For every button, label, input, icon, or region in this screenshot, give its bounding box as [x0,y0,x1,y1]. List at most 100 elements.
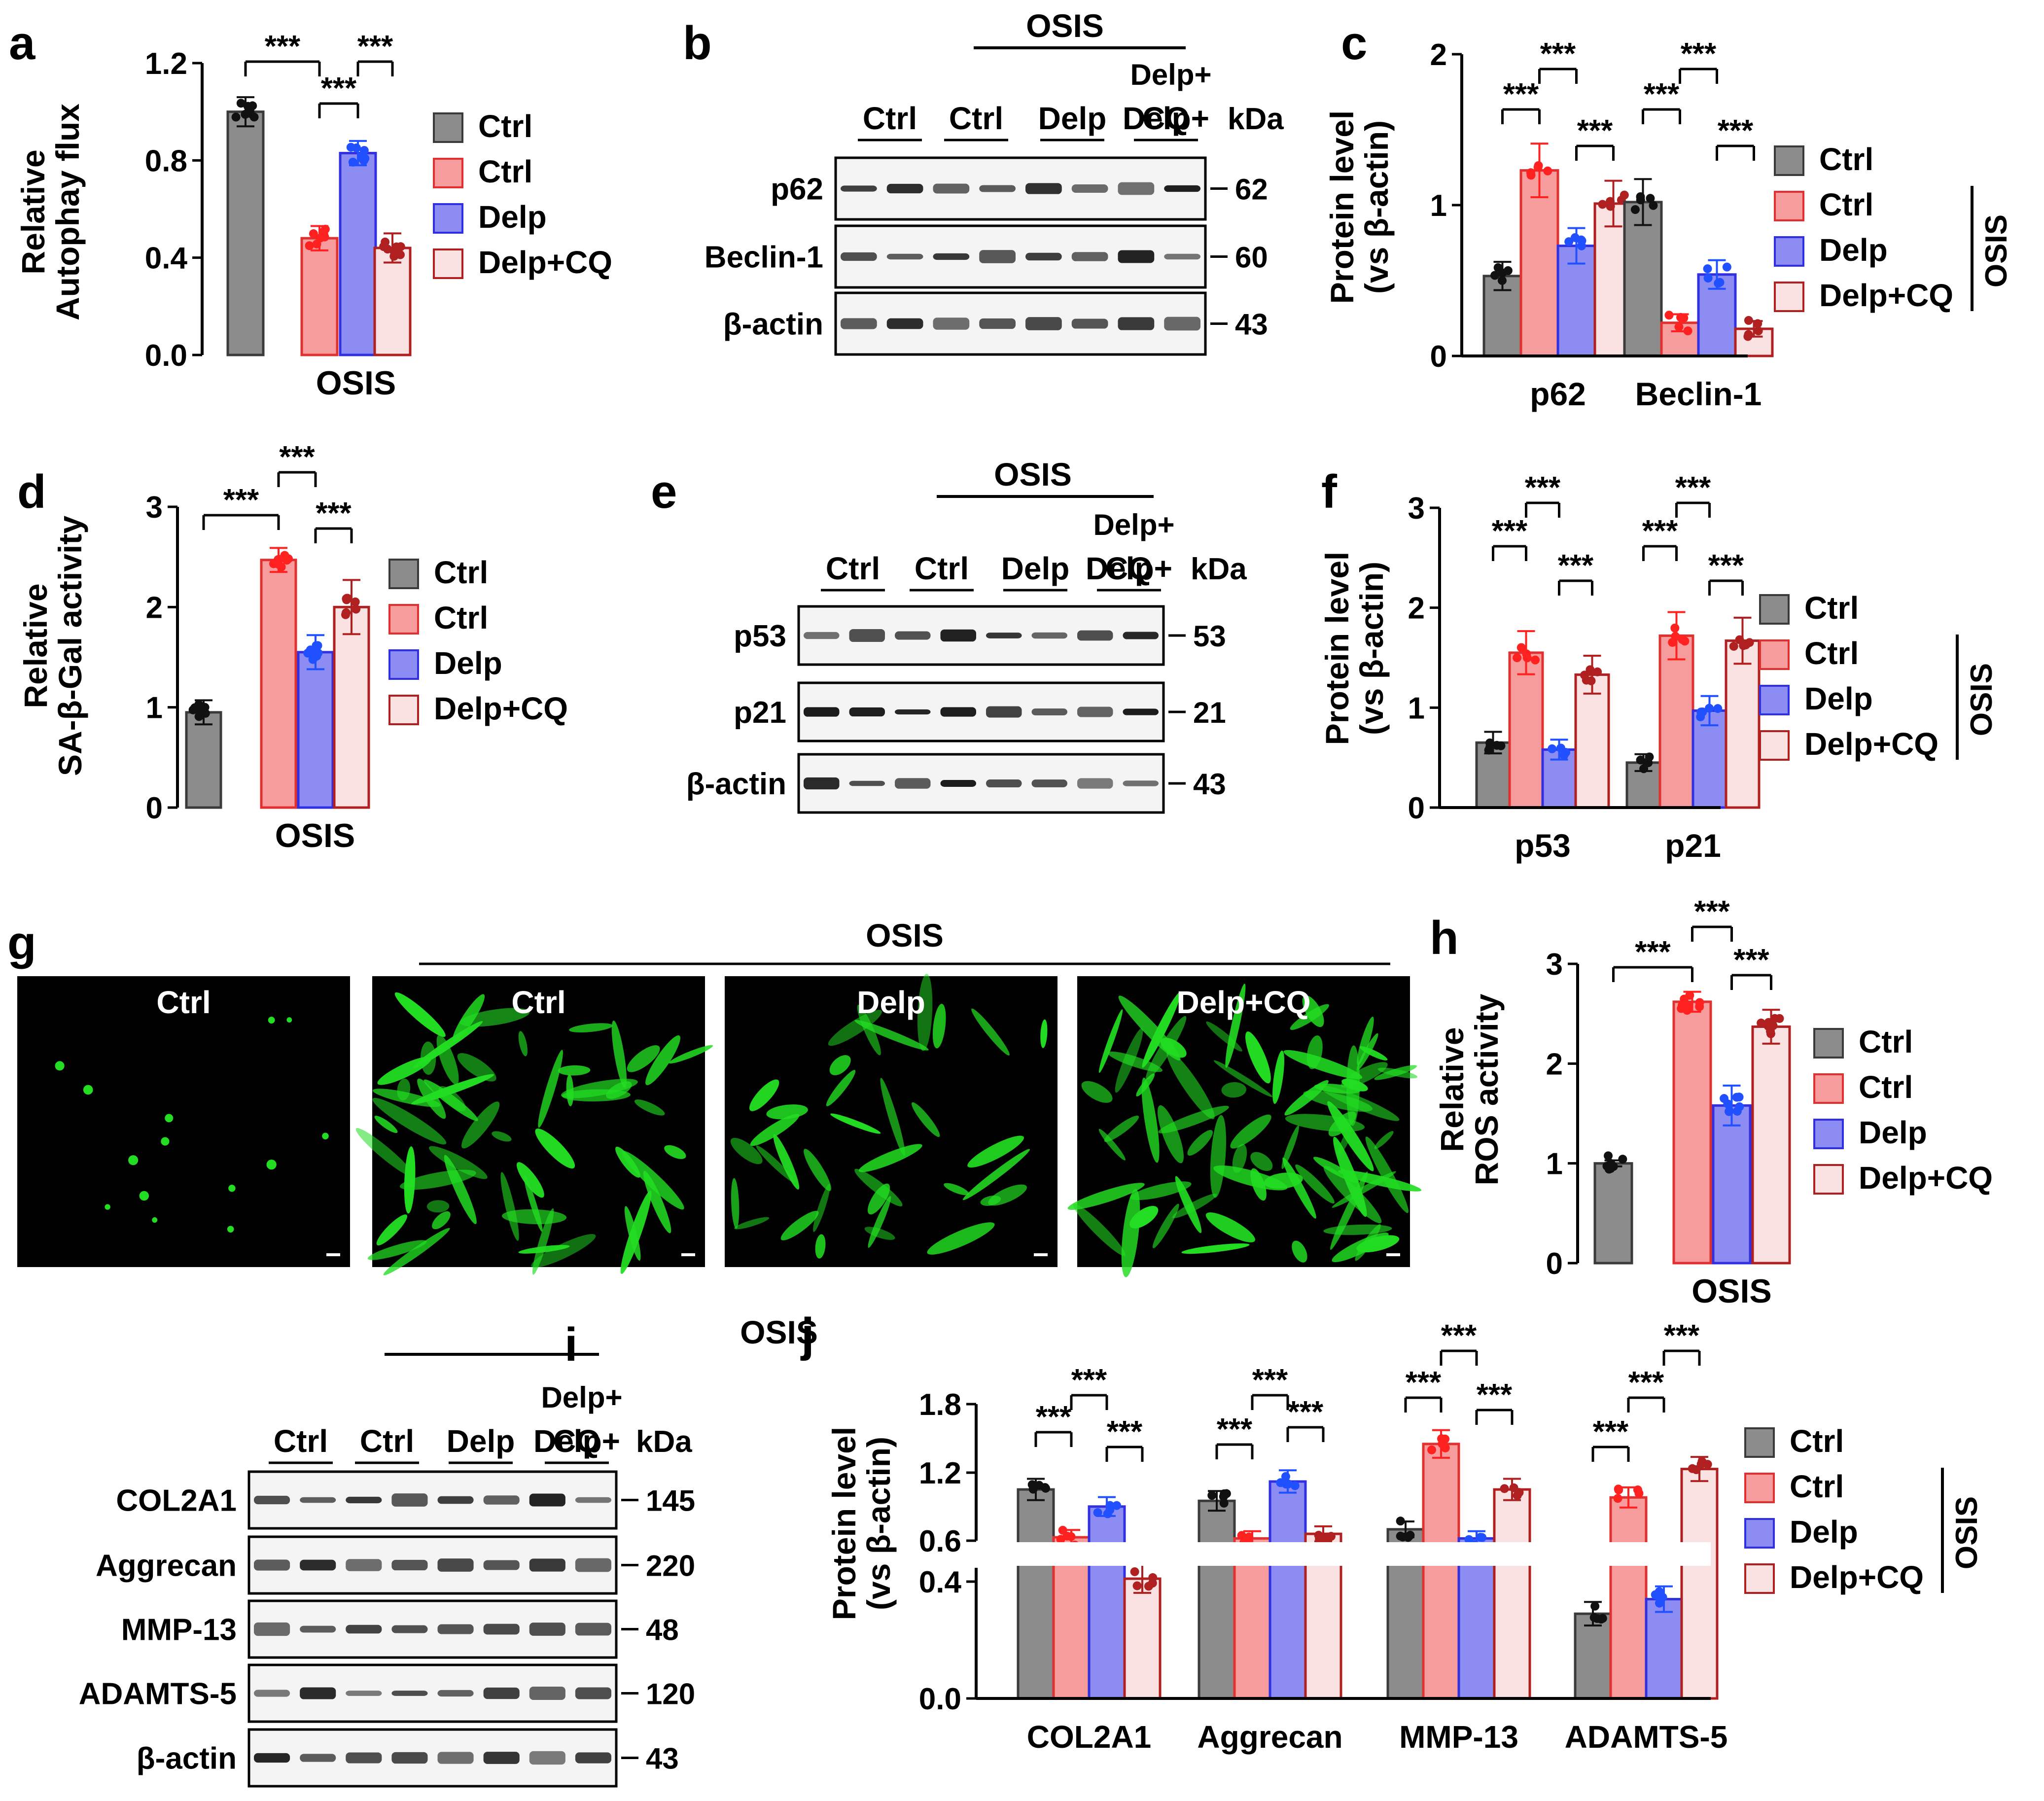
bar [1088,1505,1126,1700]
cell [804,1149,831,1191]
band [940,780,976,787]
data-point [1396,1517,1405,1526]
cell [1281,1125,1299,1169]
sig-label: *** [1492,514,1528,548]
kda-label: 60 [1235,241,1268,274]
cell [1295,1164,1335,1204]
sig-label: *** [1644,77,1680,111]
data-point [312,239,321,248]
sig-label: *** [1628,1366,1664,1400]
cell [1181,1243,1250,1254]
osis-header: OSIS [994,456,1072,493]
bar [1658,634,1694,809]
panel-letter: b [683,17,712,70]
legend-swatch [433,203,463,234]
bar [1672,1000,1712,1265]
cell [500,1172,519,1241]
band [1031,708,1067,716]
sig-label: *** [223,483,259,517]
cell [1282,1157,1316,1219]
cell [83,1085,93,1095]
cell [1374,1131,1394,1149]
data-point [1219,1498,1229,1508]
data-point [1496,741,1506,750]
y-axis-label: SA-β-Gal activity [52,516,88,776]
band [1123,708,1159,715]
y-tick-label: 2 [1408,592,1425,626]
band [940,707,976,717]
bar [333,605,370,809]
lane-label: Ctrl [863,101,917,136]
y-tick-label: 2 [146,591,163,625]
data-point [1093,1508,1102,1518]
cell [857,1005,881,1056]
cell [927,1222,995,1255]
cell [1319,1085,1400,1121]
y-axis-label: Relative [1434,1027,1470,1152]
data-point [312,641,321,650]
data-point [1613,1494,1622,1503]
legend-label: Ctrl [478,108,532,144]
cell [1327,1101,1374,1171]
data-point [1664,311,1674,320]
data-point [1526,168,1535,177]
band [1077,630,1113,641]
cell [1284,1080,1329,1116]
y-tick-label: 3 [1408,492,1425,526]
bar [1593,1162,1633,1265]
band [575,1558,611,1572]
cell [932,1003,946,1049]
legend-label: Ctrl [1804,636,1859,671]
data-point [1754,326,1763,336]
data-point [1323,1532,1332,1542]
band [391,1493,428,1507]
cell [1073,1203,1126,1256]
data-point [1548,744,1557,753]
data-point [1645,752,1654,762]
y-tick-label: 1 [146,691,163,725]
lane-label: Delp+ [1123,101,1209,136]
legend-swatch [1774,191,1804,221]
band [886,318,923,329]
cell [411,1074,494,1105]
y-tick-label: 3 [1546,948,1563,982]
cell [355,1128,414,1177]
legend-label: Delp [478,199,547,235]
data-point [188,705,198,714]
legend-swatch [1774,145,1804,176]
data-point [320,232,329,242]
cell [967,1135,1024,1168]
cell [372,1097,447,1145]
cell [829,1055,851,1075]
data-point [1148,1573,1158,1582]
data-point [1646,194,1655,203]
cell [1172,1194,1217,1218]
y-tick-label: 2 [1430,38,1447,72]
sig-label: *** [1635,935,1671,969]
band [804,707,840,717]
lane-label: Delp [1001,551,1070,586]
sig-label: *** [1503,77,1539,111]
band [575,1623,611,1636]
panel-g: g OSIS Ctrl Ctrl Delp Delp+CQ [7,917,1422,1277]
band [1031,779,1067,787]
x-axis-label: OSIS [1692,1272,1772,1310]
band [986,633,1022,638]
cell [492,1131,512,1142]
cell [944,1183,969,1196]
band [391,1625,428,1633]
band [1077,778,1113,789]
bar [339,152,377,356]
legend-label: Delp+CQ [1819,278,1953,313]
cell [268,1017,275,1024]
row-label: Beclin-1 [705,241,823,275]
sig-label: *** [1107,1415,1143,1449]
sig-label: *** [1525,471,1561,505]
band [437,1690,474,1697]
kda-label: 145 [646,1484,695,1518]
sig-label: *** [321,71,357,106]
cell [1356,1033,1378,1071]
band [254,1559,290,1571]
